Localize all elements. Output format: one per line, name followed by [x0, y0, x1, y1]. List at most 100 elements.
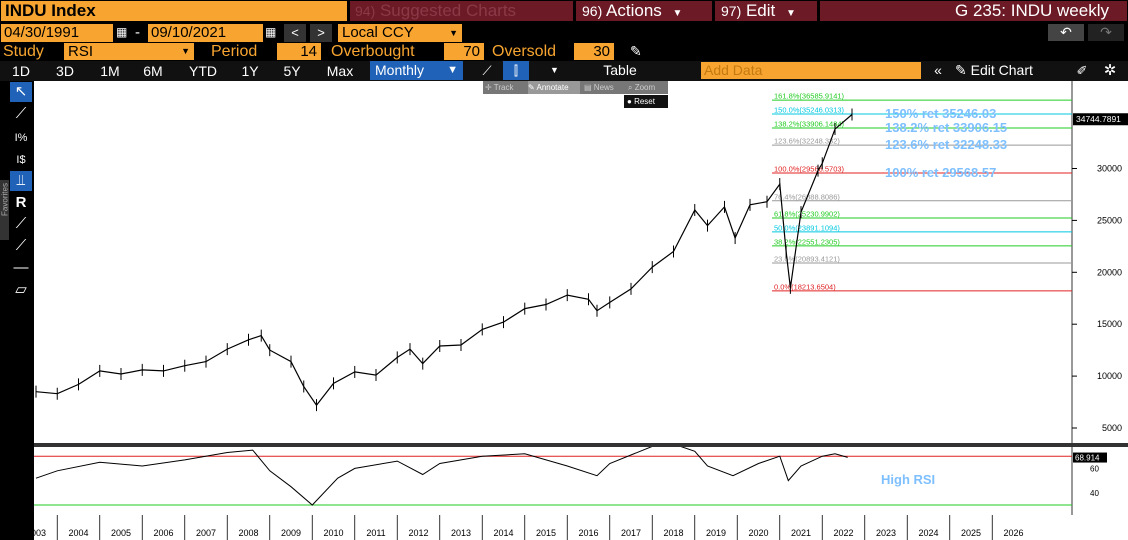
timeframe-1y[interactable]: 1Y	[241, 63, 259, 79]
start-date-field[interactable]: 04/30/1991	[1, 24, 113, 42]
collapse-icon[interactable]: «	[934, 62, 942, 78]
calendar-icon[interactable]: ▦	[265, 25, 277, 39]
frequency-select[interactable]: Monthly ▼	[370, 61, 463, 80]
retracement-annotation[interactable]: 123.6% ret 32248.33	[885, 137, 1007, 152]
channel-tool-icon[interactable]: ⟋	[15, 237, 27, 254]
fib-level-label: 50.0%(23891.1094)	[774, 223, 840, 232]
cursor-icon[interactable]: ↖	[10, 82, 32, 102]
last-price-value: 34744.7891	[1076, 114, 1121, 124]
draw-line-tool-icon[interactable]: ⟋	[15, 105, 27, 122]
next-period-button[interactable]: >	[310, 24, 332, 42]
bar-chart-icon[interactable]: ⫿	[503, 61, 529, 80]
x-tick-label: 2017	[621, 528, 641, 538]
chevron-down-icon: ▼	[181, 46, 190, 56]
parallel-lines-icon[interactable]: ▱	[15, 281, 27, 298]
security-field[interactable]: INDU Index	[1, 1, 347, 21]
overbought-field[interactable]: 70	[444, 43, 484, 60]
x-tick-label: 2022	[833, 528, 853, 538]
gear-icon[interactable]: ✲	[1103, 62, 1117, 79]
x-tick-label: 2018	[663, 528, 683, 538]
retracement-annotation[interactable]: 138.2% ret 33906.15	[885, 120, 1007, 135]
study-select[interactable]: RSI ▼	[64, 43, 194, 60]
x-tick-label: 2023	[876, 528, 896, 538]
news-button[interactable]: ▤ News	[584, 81, 624, 94]
trendline-tool-icon[interactable]: ⟋	[15, 215, 27, 232]
line-chart-icon[interactable]: ⟋	[482, 63, 492, 78]
pencil-icon: ✎	[528, 83, 535, 92]
zoom-button[interactable]: ⌕ Zoom	[628, 81, 668, 94]
redo-button[interactable]: ↷	[1088, 24, 1124, 41]
retracement-annotation[interactable]: 150% ret 35246.03	[885, 106, 996, 121]
time-axis-background	[34, 515, 1128, 540]
retracement-tool-icon[interactable]: R	[15, 194, 27, 211]
timeframe-ytd[interactable]: YTD	[189, 63, 217, 79]
period-label: Period	[211, 43, 258, 60]
x-tick-label: 2006	[153, 528, 173, 538]
period-field[interactable]: 14	[277, 43, 321, 60]
x-tick-label: 2009	[281, 528, 301, 538]
fib-level-label: 161.8%(36585.9141)	[774, 92, 845, 101]
x-tick-label: 2011	[366, 528, 385, 538]
suggested-charts-button[interactable]: 94) Suggested Charts	[350, 1, 573, 21]
search-icon: ⌕	[628, 83, 633, 92]
table-button[interactable]: Table	[603, 62, 637, 78]
actions-menu[interactable]: 96) Actions ▼	[576, 1, 712, 21]
chart-title: G 235: INDU weekly	[820, 1, 1127, 21]
favorites-tab[interactable]	[0, 180, 9, 240]
x-tick-label: 2016	[578, 528, 598, 538]
edit-chart-button[interactable]: ✎ Edit Chart	[955, 61, 1065, 80]
pencil-icon[interactable]: ✎	[630, 43, 642, 59]
chevron-down-icon: ▼	[447, 64, 458, 76]
edit-menu[interactable]: 97) Edit ▼	[715, 1, 817, 21]
timeframe-max[interactable]: Max	[326, 63, 354, 79]
x-tick-label: 2003	[34, 528, 46, 538]
chart-type-dropdown[interactable]: ▼	[550, 65, 559, 75]
timeframe-1d[interactable]: 1D	[12, 63, 30, 79]
suggested-code: 94)	[355, 3, 376, 19]
undo-button[interactable]: ↶	[1048, 24, 1084, 41]
timeframe-5y[interactable]: 5Y	[283, 63, 301, 79]
fib-level-label: 150.0%(35246.0313)	[774, 106, 845, 115]
horizontal-line-icon[interactable]: —	[13, 259, 29, 276]
timeframe-1m[interactable]: 1M	[100, 63, 120, 79]
calendar-icon[interactable]: ▦	[116, 25, 128, 39]
rsi-annotation[interactable]: High RSI	[881, 472, 935, 487]
chevron-down-icon: ▼	[672, 8, 683, 19]
price-tool-icon[interactable]: I$	[16, 154, 26, 166]
timeframe-6m[interactable]: 6M	[143, 63, 163, 79]
suggested-label: Suggested Charts	[379, 1, 517, 20]
annotate-button[interactable]: ✎ Annotate	[528, 81, 580, 94]
reset-label: Reset	[634, 97, 655, 106]
chevron-down-icon: ▼	[786, 8, 796, 19]
measure-tool-icon[interactable]: ⫫	[10, 171, 32, 191]
x-tick-label: 2007	[196, 528, 216, 538]
x-tick-label: 2004	[68, 528, 88, 538]
track-button[interactable]: ✛ Track	[485, 81, 527, 94]
price-chart[interactable]: 161.8%(36585.9141) 150.0%(35246.0313) 138.…	[34, 81, 1128, 443]
reset-button[interactable]: ● Reset	[624, 95, 668, 108]
price-chart-background	[34, 81, 1128, 443]
reset-icon: ●	[627, 97, 632, 106]
prev-period-button[interactable]: <	[284, 24, 306, 42]
oversold-field[interactable]: 30	[574, 43, 614, 60]
currency-select[interactable]: Local CCY ▼	[338, 24, 462, 42]
rsi-chart-background	[34, 447, 1128, 515]
rsi-tick-label: 60	[1090, 464, 1099, 473]
chart-settings-icon[interactable]: ✐	[1076, 63, 1088, 78]
percent-tool-icon[interactable]: I%	[14, 132, 28, 144]
add-data-field[interactable]: Add Data	[701, 62, 921, 79]
rsi-last-value: 68.914	[1075, 454, 1100, 463]
x-tick-label: 2024	[918, 528, 938, 538]
fib-level-label: 123.6%(32248.332)	[774, 137, 840, 146]
x-tick-label: 2015	[536, 528, 556, 538]
x-tick-label: 2025	[961, 528, 981, 538]
panel-divider[interactable]	[34, 443, 1128, 447]
rsi-series-line	[35, 447, 848, 506]
rsi-chart[interactable]: 80 60 40 68.914 High RSI	[34, 447, 1128, 515]
end-date-field[interactable]: 09/10/2021	[148, 24, 263, 42]
fib-level-label: 100.0%(29568.5703)	[774, 164, 845, 173]
x-tick-label: 2013	[451, 528, 471, 538]
timeframe-3d[interactable]: 3D	[56, 63, 74, 79]
pencil-icon: ✎	[955, 62, 967, 78]
retracement-annotation[interactable]: 100% ret 29568.57	[885, 165, 996, 180]
